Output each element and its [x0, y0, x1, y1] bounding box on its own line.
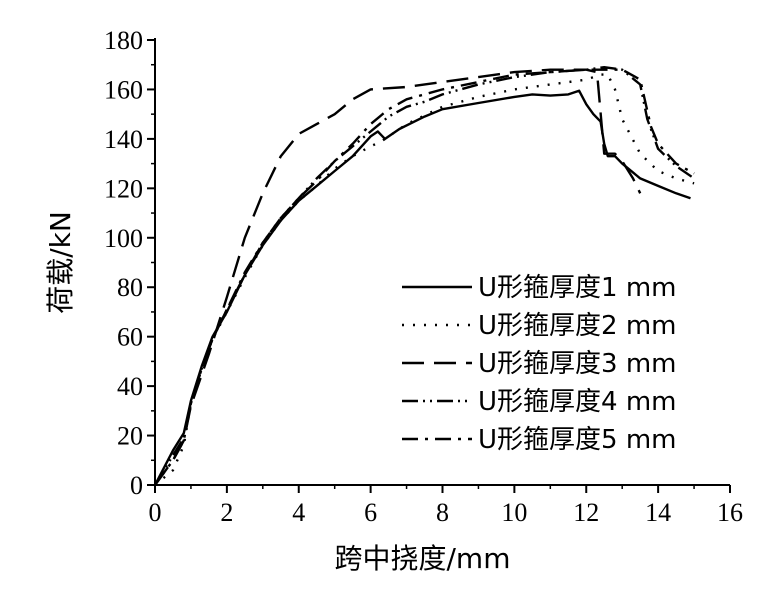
- legend-label-5: U形箍厚度5 mm: [478, 425, 677, 455]
- x-tick-label: 10: [501, 498, 527, 527]
- x-tick-label: 16: [717, 498, 743, 527]
- x-tick-label: 6: [364, 498, 377, 527]
- y-tick-label: 140: [104, 125, 143, 154]
- y-tick-label: 120: [104, 174, 143, 203]
- x-tick-label: 4: [292, 498, 305, 527]
- series-line-3: [154, 68, 642, 486]
- y-tick-label: 160: [104, 75, 143, 104]
- y-tick-label: 0: [130, 471, 143, 500]
- x-axis-title: 跨中挠度/mm: [335, 542, 511, 575]
- y-tick-label: 60: [117, 323, 143, 352]
- x-tick-label: 12: [573, 498, 599, 527]
- legend-label-4: U形箍厚度4 mm: [478, 387, 677, 417]
- x-tick-label: 2: [220, 498, 233, 527]
- x-tick-label: 8: [436, 498, 449, 527]
- x-tick-label: 0: [149, 498, 162, 527]
- y-tick-label: 20: [117, 422, 143, 451]
- legend: U形箍厚度1 mm U形箍厚度2 mm U形箍厚度3 mm U形箍厚度4 mm U形箍厚…: [402, 273, 677, 455]
- x-tick-label: 14: [645, 498, 671, 527]
- y-tick-label: 80: [117, 273, 143, 302]
- series-line-5: [154, 68, 695, 486]
- legend-label-3: U形箍厚度3 mm: [478, 349, 677, 379]
- series-line-4: [153, 66, 695, 486]
- y-tick-label: 180: [104, 26, 143, 55]
- y-axis-title: 荷载/kN: [44, 211, 77, 314]
- legend-label-2: U形箍厚度2 mm: [478, 311, 677, 341]
- legend-label-1: U形箍厚度1 mm: [478, 273, 677, 303]
- series-group: [153, 66, 695, 486]
- y-tick-label: 40: [117, 372, 143, 401]
- axes: 0 2 4 6 8 10 12 14 16020406080100120140160180跨中挠…: [44, 26, 743, 575]
- y-tick-label: 100: [104, 224, 143, 253]
